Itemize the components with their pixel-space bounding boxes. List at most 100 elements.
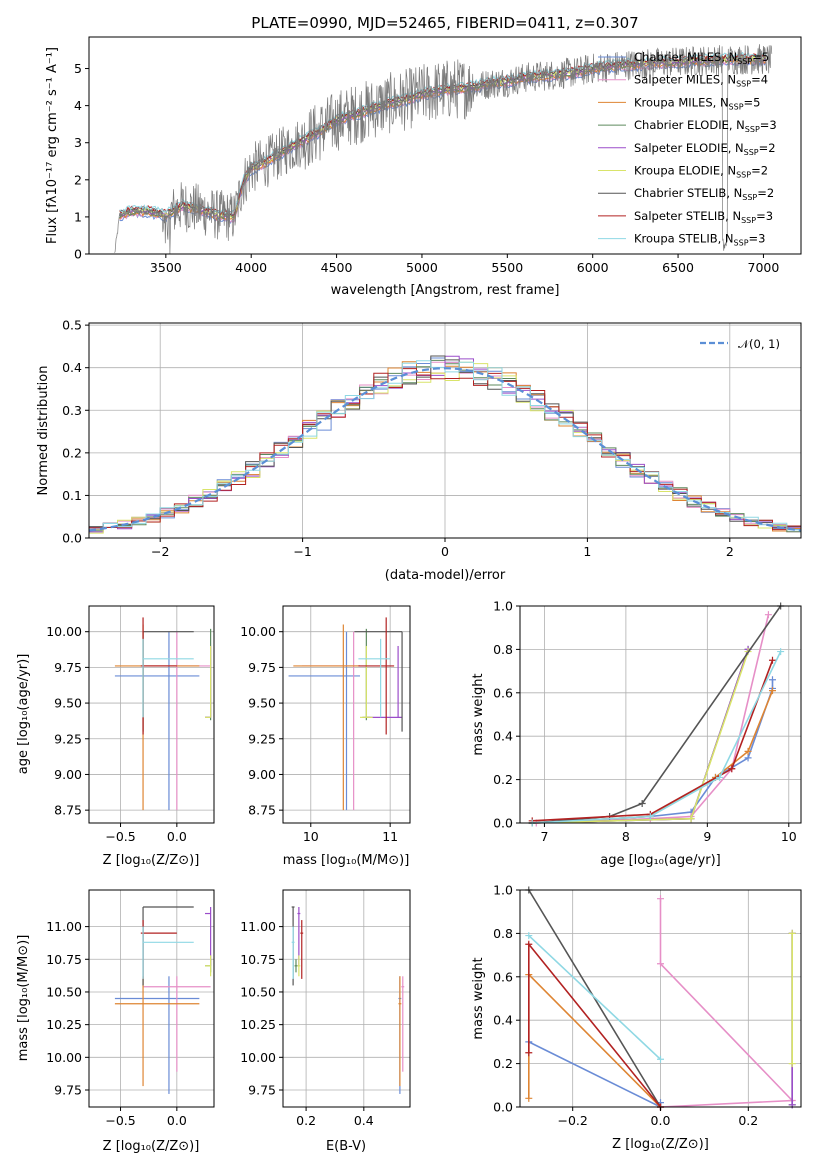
mass-weight-line — [532, 651, 749, 824]
y-axis-label: Normed distribution — [36, 366, 51, 496]
x-axis-label: wavelength [Angstrom, rest frame] — [331, 283, 560, 298]
legend-entry: Kroupa STELIB, NSSP=3 — [634, 232, 765, 248]
y-tick-label: 0.4 — [493, 1013, 513, 1028]
mass-weight-marker — [657, 895, 664, 903]
mass-weight-marker — [525, 1049, 533, 1057]
y-tick-label: 9.25 — [248, 731, 276, 746]
residuals-panel — [88, 323, 802, 539]
mass-weight-marker — [764, 611, 772, 619]
weight-vs-Z-panel — [520, 886, 801, 1111]
y-tick-label: 9.00 — [54, 767, 82, 782]
y-tick-label: 10.00 — [240, 624, 276, 639]
y-tick-label: 5 — [74, 61, 82, 76]
y-tick-label: 3 — [74, 135, 82, 150]
spectrum-panel — [114, 44, 773, 254]
y-tick-label: 10.75 — [240, 952, 276, 967]
mass-vs-ebv-panel — [283, 890, 410, 1107]
y-tick-label: 10.00 — [46, 624, 82, 639]
x-axis-label: Z [log₁₀(Z/Z⊙)] — [103, 1139, 200, 1154]
x-tick-label: 2 — [726, 544, 734, 559]
y-tick-label: 9.00 — [248, 767, 276, 782]
x-tick-label: 0.2 — [738, 1113, 758, 1128]
mass-weight-marker — [646, 812, 654, 820]
y-axis-label: age [log₁₀(age/yr)] — [16, 654, 31, 775]
mass-weight-marker — [728, 765, 736, 773]
y-tick-label: 0.2 — [62, 445, 82, 460]
y-tick-label: 10.00 — [46, 1050, 82, 1065]
y-tick-label: 11.00 — [46, 919, 82, 934]
y-tick-label: 9.75 — [248, 1083, 276, 1098]
y-tick-label: 0.5 — [62, 318, 82, 333]
mass-weight-marker — [687, 815, 695, 823]
mass-weight-marker — [716, 773, 724, 781]
x-tick-label: 0.0 — [167, 829, 187, 844]
y-tick-label: 10.50 — [46, 984, 82, 999]
legend-entry: Salpeter ELODIE, NSSP=2 — [634, 141, 776, 157]
mass-weight-line — [528, 935, 662, 1060]
mass-weight-marker — [638, 799, 646, 807]
y-tick-label: 1 — [74, 209, 82, 224]
residual-histogram-step — [89, 368, 801, 531]
residual-histogram-step — [89, 360, 801, 531]
y-tick-label: 4 — [74, 98, 82, 113]
y-tick-label: 1.0 — [493, 883, 513, 898]
x-tick-label: 1 — [583, 544, 591, 559]
x-tick-label: −0.5 — [105, 1113, 135, 1128]
y-tick-label: 10.25 — [46, 1017, 82, 1032]
x-axis-label: age [log₁₀(age/yr)] — [600, 853, 721, 868]
legend-entry: Kroupa MILES, NSSP=5 — [634, 95, 760, 111]
x-tick-label: 0 — [441, 544, 449, 559]
y-tick-label: 8.75 — [54, 803, 82, 818]
y-axis-label: mass weight — [471, 957, 486, 1039]
y-tick-label: 9.50 — [54, 696, 82, 711]
y-tick-label: 0.0 — [493, 816, 513, 831]
x-axis-label: (data-model)/error — [385, 568, 506, 583]
normal-curve-line — [88, 367, 802, 532]
x-tick-label: 7000 — [748, 260, 780, 275]
mass-weight-marker — [768, 676, 776, 684]
mass-weight-line — [528, 942, 662, 1108]
x-axis-label: Z [log₁₀(Z/Z⊙)] — [612, 1137, 709, 1152]
y-tick-label: 0.2 — [493, 772, 513, 787]
x-tick-label: 9 — [703, 829, 711, 844]
x-tick-label: 8 — [622, 829, 630, 844]
y-tick-label: 0.0 — [62, 531, 82, 546]
y-tick-label: 0.4 — [493, 729, 513, 744]
x-axis-label: E(B-V) — [326, 1139, 366, 1154]
y-tick-label: 0.8 — [493, 642, 513, 657]
x-tick-label: 6500 — [662, 260, 694, 275]
age-vs-mass-panel — [283, 606, 410, 823]
y-tick-label: 9.75 — [54, 660, 82, 675]
mass-weight-line — [536, 614, 770, 824]
y-tick-label: 0.6 — [493, 969, 513, 984]
mass-weight-line — [532, 660, 774, 822]
x-tick-label: 0.0 — [167, 1113, 187, 1128]
y-tick-label: 1.0 — [493, 599, 513, 614]
mass-weight-marker — [768, 656, 776, 664]
mass-weight-marker — [525, 940, 533, 948]
y-tick-label: 0.6 — [493, 685, 513, 700]
y-axis-label: mass [log₁₀(M/M⊙)] — [16, 935, 31, 1062]
mass-weight-marker — [525, 1094, 533, 1102]
spectrum-frame — [88, 36, 802, 255]
legend-entry: 𝒩(0, 1) — [738, 337, 780, 351]
x-tick-label: 7 — [540, 829, 548, 844]
y-tick-label: 9.75 — [248, 660, 276, 675]
y-tick-label: 10.25 — [240, 1017, 276, 1032]
y-tick-label: 8.75 — [248, 803, 276, 818]
y-tick-label: 11.00 — [240, 919, 276, 934]
y-tick-label: 2 — [74, 172, 82, 187]
legend-entry: Chabrier MILES, NSSP=5 — [634, 50, 769, 66]
weight-vs-age-frame — [519, 605, 802, 824]
mass-weight-marker — [657, 1055, 664, 1063]
mass-weight-marker — [744, 747, 752, 755]
legend-entry: Kroupa ELODIE, NSSP=2 — [634, 164, 768, 180]
legend-entry: Salpeter STELIB, NSSP=3 — [634, 209, 773, 225]
residual-histogram-step — [89, 361, 801, 534]
y-tick-label: 9.50 — [248, 696, 276, 711]
y-tick-label: 0.3 — [62, 403, 82, 418]
mass-weight-marker — [777, 648, 785, 656]
y-axis-label: Flux [fλ10⁻¹⁷ erg cm⁻² s⁻¹ A⁻¹] — [45, 47, 60, 244]
x-tick-label: 3500 — [150, 260, 182, 275]
